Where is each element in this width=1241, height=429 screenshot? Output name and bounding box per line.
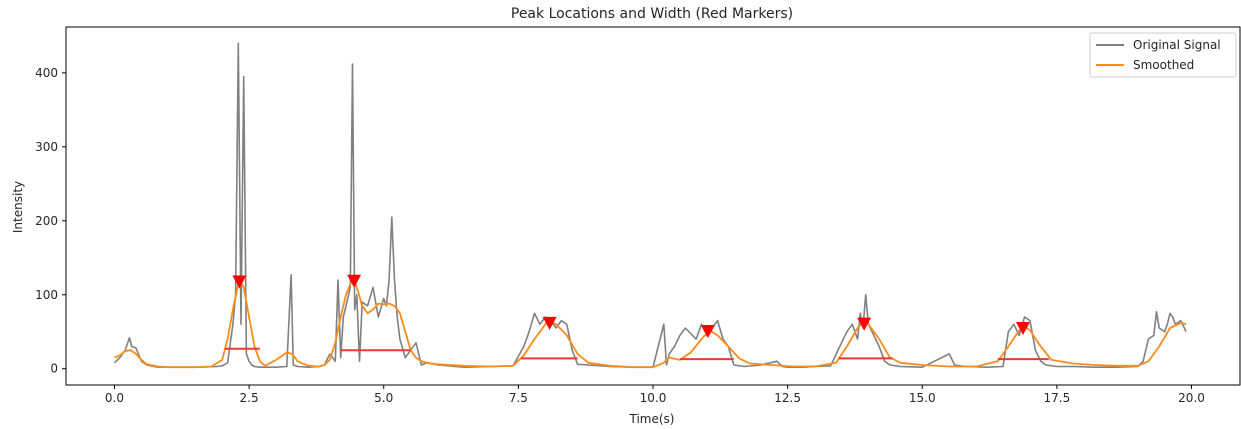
peak-marker: [1015, 322, 1030, 336]
peak-marker: [347, 274, 362, 288]
x-tick-label: 17.5: [1044, 391, 1071, 405]
x-tick-label: 2.5: [240, 391, 259, 405]
smoothed-line: [114, 279, 1187, 369]
legend-label-original: Original Signal: [1133, 38, 1221, 52]
x-tick-label: 10.0: [640, 391, 667, 405]
y-tick-label: 100: [35, 288, 58, 302]
y-tick-label: 0: [50, 362, 58, 376]
axes: 0.0 2.5 5.0 7.5 10.0 12.5 15.0 17.5 20.0 0 100 200 3…: [35, 26, 1241, 405]
original-signal-line: [113, 42, 1187, 369]
peak-marker: [700, 325, 715, 339]
x-tick-label: 15.0: [909, 391, 936, 405]
x-tick-label: 20.0: [1178, 391, 1205, 405]
y-tick-label: 300: [35, 140, 58, 154]
peak-marker: [542, 316, 557, 330]
x-tick-label: 0.0: [105, 391, 124, 405]
legend-frame: [1089, 32, 1237, 78]
y-axis-label: Intensity: [11, 181, 25, 233]
legend-label-smoothed: Smoothed: [1133, 58, 1194, 72]
x-tick-label: 12.5: [774, 391, 801, 405]
y-tick-label: 200: [35, 214, 58, 228]
plot-area: [113, 42, 1187, 369]
y-tick-label: 400: [35, 66, 58, 80]
peak-marker: [857, 317, 872, 331]
x-axis-label: Time(s): [629, 412, 675, 426]
peak-marker: [232, 275, 247, 289]
legend: Original Signal Smoothed: [1089, 32, 1237, 78]
x-tick-label: 7.5: [509, 391, 528, 405]
x-tick-label: 5.0: [374, 391, 393, 405]
chart-title: Peak Locations and Width (Red Markers): [511, 6, 793, 22]
